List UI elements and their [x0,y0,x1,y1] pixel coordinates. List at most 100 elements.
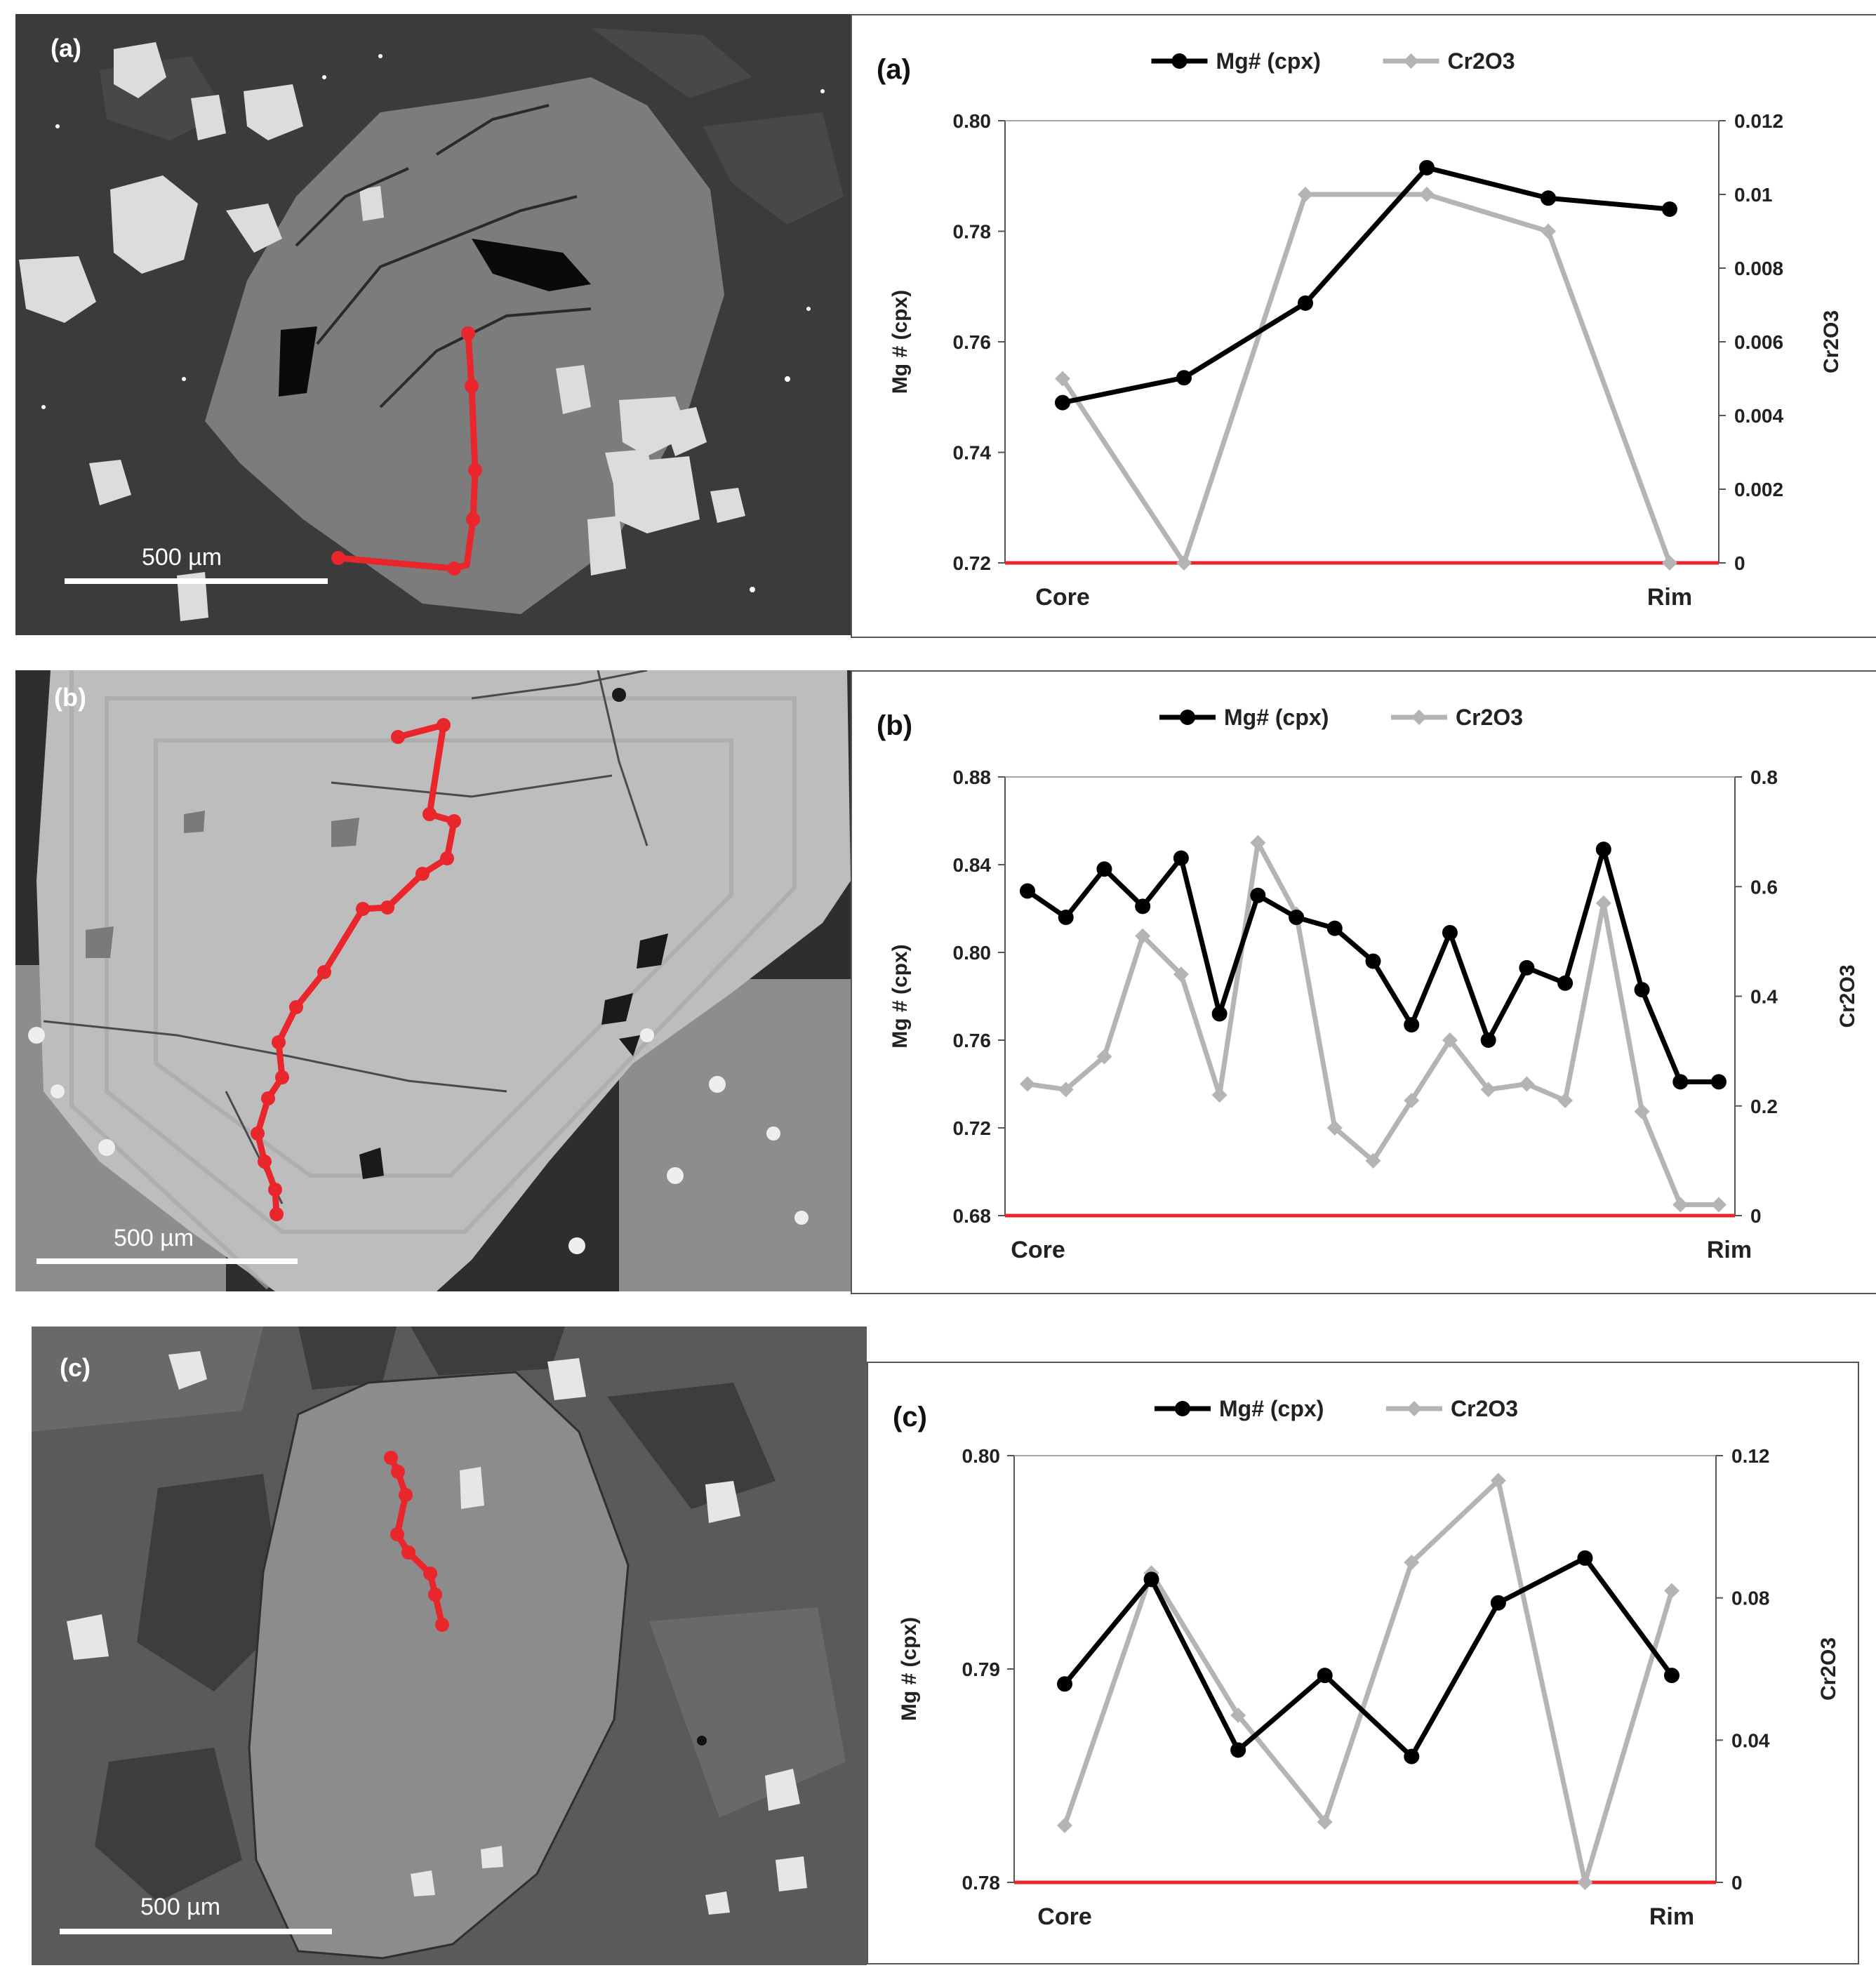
data-point-mg [1662,201,1677,217]
data-point-mg [1557,975,1574,991]
data-point-cr2o3 [1664,1583,1679,1599]
data-point-cr2o3 [1135,928,1151,944]
data-point-mg [1289,910,1305,925]
x-tick-label-core: Core [1035,584,1089,611]
legend-label-mg: Mg# (cpx) [1219,1396,1324,1421]
data-point-mg [1173,850,1189,866]
x-tick-label-rim: Rim [1707,1237,1752,1263]
y-tick-label: 0.78 [953,221,992,243]
legend-label-cr2o3: Cr2O3 [1451,1396,1518,1421]
data-point-mg [1055,394,1070,411]
data-point-mg [1057,1676,1072,1692]
scale-bar-label-c: 500 µm [140,1894,221,1920]
bse-image-a: (a) 500 µm [15,14,851,635]
y-axis-title: Mg # (cpx) [889,290,912,394]
y-tick-label: 0.72 [953,552,992,574]
data-point-cr2o3 [1595,895,1611,911]
data-point-mg [1672,1074,1689,1090]
data-point-mg [1230,1742,1246,1758]
chart-svg-c: (c) 0.78 0.79 0.80 0 0.04 0.08 0.12 Mg # (cpx) Cr… [893,1396,1840,1930]
data-point-mg [1317,1668,1333,1684]
scale-bar-label-b: 500 µm [114,1225,194,1251]
data-point-mg [1664,1668,1679,1684]
y2-tick-label: 0.12 [1731,1445,1770,1467]
data-point-cr2o3 [1250,835,1266,851]
data-point-mg [1711,1074,1727,1090]
data-point-mg [1595,842,1611,858]
chart-panel-label-a: (a) [877,54,911,85]
chart-panel-label-c: (c) [893,1402,927,1432]
legend-marker-cr2o3 [1411,710,1427,725]
data-point-cr2o3 [1057,1817,1072,1833]
data-point-mg [1519,959,1535,976]
data-point-cr2o3 [1055,371,1070,387]
data-point-mg [1365,953,1381,969]
series-line-mg [1062,165,1670,406]
x-tick-label-rim: Rim [1647,584,1692,611]
series-line-cr2o3 [1062,1477,1675,1885]
data-point-mg [1577,1550,1593,1566]
data-point-cr2o3 [1096,1049,1112,1065]
data-point-cr2o3 [1176,555,1192,571]
data-point-cr2o3 [1577,1875,1593,1890]
data-point-mg [1058,910,1074,925]
data-point-mg [1404,1748,1420,1764]
bse-image-c: (c) 500 µm [32,1327,867,1965]
y-tick-label: 0.78 [962,1872,1001,1894]
data-point-cr2o3 [1519,1076,1535,1092]
data-point-mg [1020,883,1035,899]
chart-b: (b) 0.68 0.72 0.76 0.80 0.84 0.88 0 0.2 0.4 0.6 0.8… [851,670,1876,1294]
x-tick-label-core: Core [1037,1903,1091,1930]
y-axis-title: Mg # (cpx) [889,944,912,1048]
chart-c: (c) 0.78 0.79 0.80 0 0.04 0.08 0.12 Mg # (cpx) Cr… [867,1362,1859,1964]
bse-image-b: (b) 500 µm [15,670,851,1291]
data-point-cr2o3 [1404,1555,1420,1570]
y2-tick-label: 0 [1750,1205,1762,1227]
data-point-cr2o3 [1490,1472,1506,1489]
data-point-mg [1442,924,1458,940]
y-tick-label: 0.76 [953,331,992,353]
legend: Mg# (cpx) Cr2O3 [1155,1396,1518,1421]
data-point-cr2o3 [1317,1814,1333,1830]
y-tick-label: 0.80 [953,110,992,132]
data-point-mg [1298,295,1313,311]
data-point-cr2o3 [1365,1152,1381,1169]
y2-tick-label: 0.4 [1750,986,1778,1008]
y2-tick-label: 0.008 [1734,258,1783,279]
x-tick-label-rim: Rim [1649,1903,1694,1930]
y2-axis-title: Cr2O3 [1836,964,1859,1028]
data-point-cr2o3 [1634,1103,1650,1119]
y2-axis-title: Cr2O3 [1820,310,1843,373]
data-point-mg [1419,159,1435,175]
legend-marker-mg [1180,710,1195,725]
image-label-c: (c) [60,1353,91,1382]
scale-bar-label-a: 500 µm [142,544,222,571]
data-point-cr2o3 [1298,187,1313,202]
data-point-mg [1250,887,1266,903]
series-line-cr2o3 [1060,192,1672,566]
y2-tick-label: 0.012 [1734,110,1783,132]
data-point-mg [1143,1571,1159,1588]
y2-tick-label: 0.006 [1734,331,1783,353]
y2-tick-label: 0.04 [1731,1729,1770,1751]
y-tick-label: 0.88 [953,766,992,788]
data-point-cr2o3 [1419,187,1435,202]
legend-label-cr2o3: Cr2O3 [1456,705,1523,730]
y-tick-label: 0.68 [953,1205,992,1227]
chart-svg-b: (b) 0.68 0.72 0.76 0.80 0.84 0.88 0 0.2 0.4 0.6 0.8… [877,705,1859,1263]
legend-marker-mg [1171,53,1188,69]
y-tick-label: 0.84 [953,854,992,876]
y-tick-label: 0.79 [962,1658,1001,1680]
data-point-cr2o3 [1662,555,1677,571]
y2-tick-label: 0.2 [1750,1096,1778,1117]
data-point-cr2o3 [1326,1120,1343,1136]
data-point-mg [1541,190,1556,206]
data-point-cr2o3 [1173,966,1189,983]
data-point-mg [1096,861,1112,877]
data-point-cr2o3 [1020,1076,1035,1092]
data-point-mg [1135,898,1151,915]
series-line-mg [1063,1555,1674,1760]
data-point-mg [1176,370,1192,386]
data-point-mg [1490,1595,1506,1611]
legend-marker-cr2o3 [1403,53,1419,69]
